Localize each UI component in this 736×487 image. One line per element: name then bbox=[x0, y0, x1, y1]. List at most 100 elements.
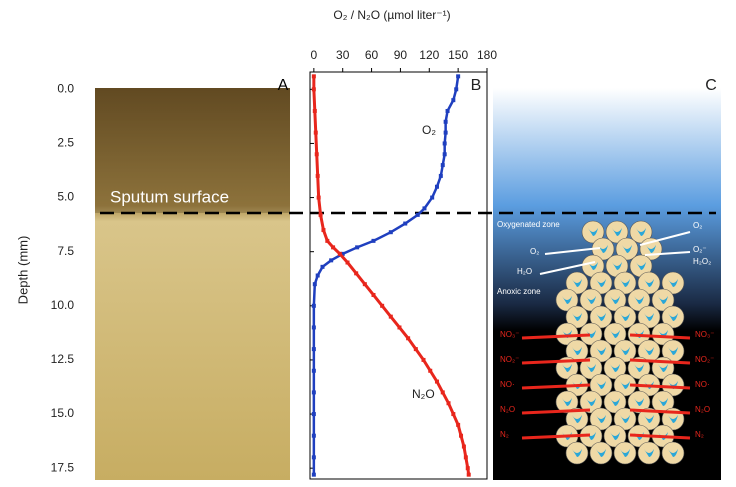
marker bbox=[312, 87, 316, 91]
x-tick-label: 150 bbox=[448, 48, 468, 62]
marker bbox=[380, 304, 384, 308]
marker bbox=[456, 423, 460, 427]
diagram-label: NO· bbox=[695, 380, 710, 389]
marker bbox=[316, 274, 320, 278]
diagram-label: O₂⁻ bbox=[693, 245, 707, 254]
marker bbox=[346, 261, 350, 265]
panel-label: A bbox=[278, 77, 289, 94]
y-tick-label: 10.0 bbox=[51, 298, 75, 312]
marker bbox=[312, 304, 316, 308]
marker bbox=[430, 196, 434, 200]
y-tick-label: 17.5 bbox=[51, 460, 75, 474]
marker bbox=[451, 412, 455, 416]
marker bbox=[313, 109, 317, 113]
panel-label: B bbox=[471, 77, 482, 94]
marker bbox=[451, 98, 455, 102]
y-tick-label: 7.5 bbox=[57, 244, 74, 258]
marker bbox=[354, 271, 358, 275]
x-axis-title: O₂ / N₂O (µmol liter⁻¹) bbox=[333, 8, 450, 22]
plot-frame bbox=[310, 72, 487, 479]
diagram-label: NO₂⁻ bbox=[500, 355, 519, 364]
marker bbox=[312, 325, 316, 329]
panel-label: C bbox=[705, 77, 717, 94]
y-tick-label: 2.5 bbox=[57, 136, 74, 150]
marker bbox=[446, 109, 450, 113]
x-tick-label: 60 bbox=[365, 48, 379, 62]
marker bbox=[422, 358, 426, 362]
marker bbox=[397, 325, 401, 329]
diagram-label: H₂O₂ bbox=[693, 257, 711, 266]
marker bbox=[467, 473, 471, 477]
marker bbox=[312, 412, 316, 416]
diagram-label: NO₃⁻ bbox=[695, 330, 714, 339]
x-tick-label: 180 bbox=[477, 48, 497, 62]
marker bbox=[441, 390, 445, 394]
marker bbox=[444, 120, 448, 124]
x-tick-label: 90 bbox=[394, 48, 408, 62]
marker bbox=[312, 390, 316, 394]
diagram-label: Oxygenated zone bbox=[497, 220, 560, 229]
diagram-label: O₂ bbox=[530, 247, 539, 256]
marker bbox=[435, 380, 439, 384]
marker bbox=[447, 401, 451, 405]
marker bbox=[317, 196, 321, 200]
marker bbox=[462, 445, 466, 449]
marker bbox=[312, 473, 316, 477]
y-axis-title: Depth (mm) bbox=[15, 236, 30, 305]
marker bbox=[321, 228, 325, 232]
series-label: O₂ bbox=[422, 123, 436, 137]
marker bbox=[319, 213, 323, 217]
diagram-label: O₂ bbox=[693, 221, 702, 230]
marker bbox=[464, 455, 468, 459]
marker bbox=[389, 230, 393, 234]
marker bbox=[456, 74, 460, 78]
marker bbox=[466, 466, 470, 470]
x-tick-label: 30 bbox=[336, 48, 350, 62]
marker bbox=[406, 336, 410, 340]
diagram-label: NO₃⁻ bbox=[500, 330, 519, 339]
x-tick-label: 120 bbox=[419, 48, 439, 62]
y-tick-label: 12.5 bbox=[51, 352, 75, 366]
marker bbox=[371, 239, 375, 243]
page: {"chart_data": {"type": "line", "title":… bbox=[0, 0, 736, 482]
marker bbox=[443, 141, 447, 145]
figure: Sputum surface A C Oxygenated zone O₂ H₂… bbox=[0, 0, 736, 482]
marker bbox=[314, 131, 318, 135]
marker bbox=[331, 245, 335, 249]
marker bbox=[325, 239, 329, 243]
marker bbox=[321, 265, 325, 269]
diagram-label: NO₂⁻ bbox=[695, 355, 714, 364]
y-tick-label: 0.0 bbox=[57, 81, 74, 95]
marker bbox=[454, 87, 458, 91]
y-tick-label: 5.0 bbox=[57, 190, 74, 204]
marker bbox=[313, 282, 317, 286]
marker bbox=[443, 152, 447, 156]
marker bbox=[416, 213, 420, 217]
diagram-label: Anoxic zone bbox=[497, 287, 541, 296]
diagram-label: H₂O bbox=[517, 267, 532, 276]
marker bbox=[439, 174, 443, 178]
marker bbox=[363, 282, 367, 286]
marker bbox=[316, 174, 320, 178]
x-tick-label: 0 bbox=[311, 48, 318, 62]
series-label: N₂O bbox=[412, 387, 435, 401]
marker bbox=[312, 455, 316, 459]
series-line bbox=[314, 76, 458, 474]
marker bbox=[312, 369, 316, 373]
marker bbox=[414, 347, 418, 351]
marker bbox=[441, 163, 445, 167]
marker bbox=[459, 434, 463, 438]
diagram-label: N₂O bbox=[695, 405, 710, 414]
marker bbox=[338, 252, 342, 256]
diagram-label: N₂ bbox=[695, 430, 704, 439]
marker bbox=[329, 258, 333, 262]
y-tick-label: 15.0 bbox=[51, 406, 75, 420]
marker bbox=[428, 369, 432, 373]
marker bbox=[444, 131, 448, 135]
surface-label: Sputum surface bbox=[110, 187, 229, 206]
diagram-label: N₂ bbox=[500, 430, 509, 439]
marker bbox=[371, 293, 375, 297]
marker bbox=[312, 434, 316, 438]
marker bbox=[315, 152, 319, 156]
marker bbox=[403, 222, 407, 226]
